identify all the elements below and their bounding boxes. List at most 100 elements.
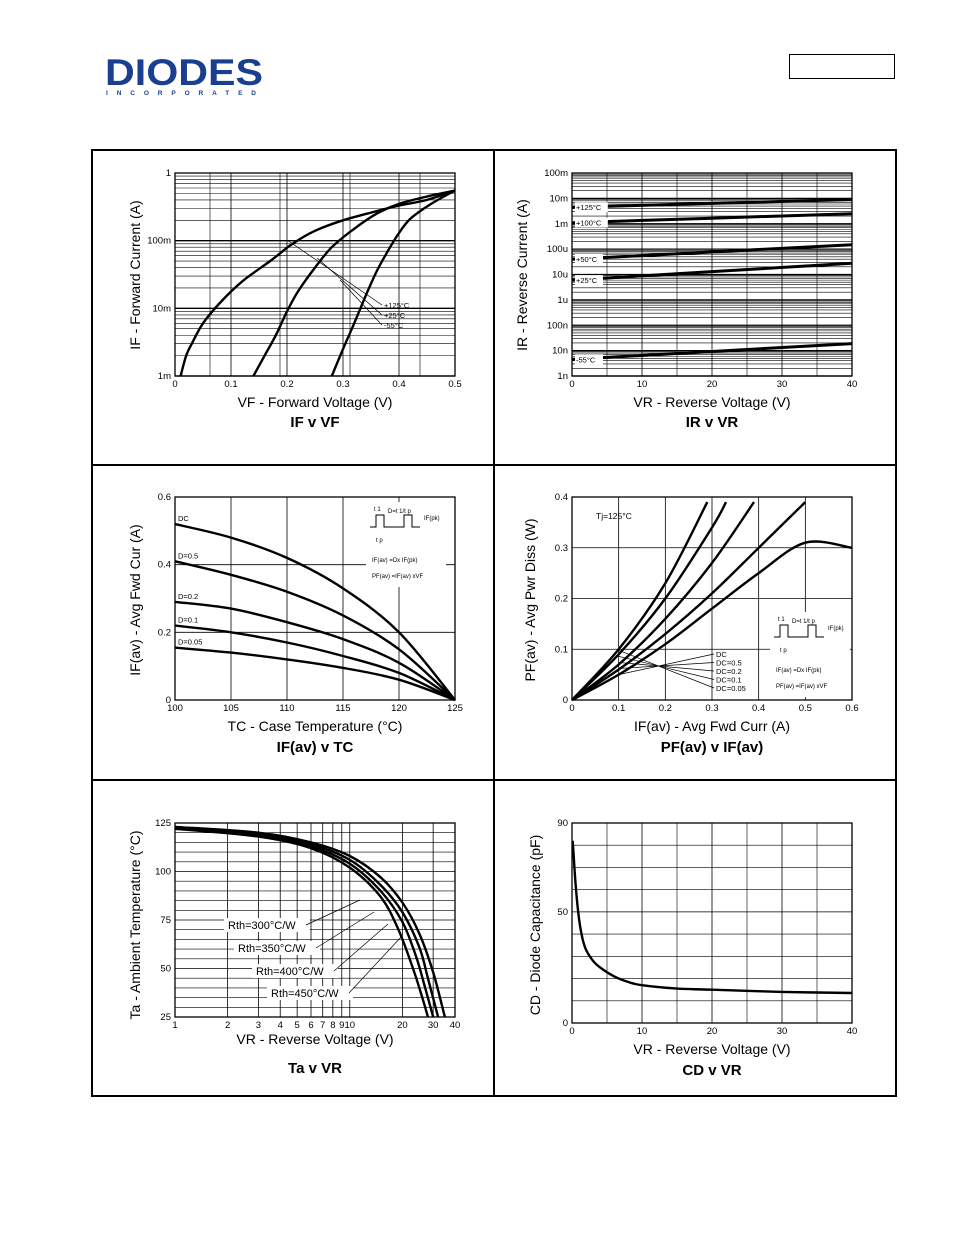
x-tick-label: 0.1 <box>612 703 625 714</box>
leader-line <box>618 649 715 689</box>
series-line-1 <box>571 501 807 702</box>
series-line-3 <box>174 624 456 702</box>
x-axis-title: VR - Reverse Voltage (V) <box>633 1041 790 1057</box>
x-tick-label: 0.6 <box>845 703 858 714</box>
x-tick-label: 9 <box>339 1020 344 1031</box>
y-tick-label: 1u <box>557 295 568 306</box>
series-label: D=0.2 <box>178 592 198 601</box>
chart-caption: IR v VR <box>686 414 739 431</box>
series-line-0 <box>571 840 853 995</box>
series-label: -55°C <box>576 355 596 364</box>
label-bg <box>177 636 210 647</box>
series-label: DC <box>178 514 189 523</box>
series-label: +100°C <box>576 219 602 228</box>
x-tick-label: 20 <box>707 379 718 390</box>
x-tick-label: 0.2 <box>280 379 293 390</box>
series-label: Rth=300°C/W <box>228 920 296 932</box>
leader-line <box>339 279 383 326</box>
series-label: D=0.05 <box>178 638 202 647</box>
x-tick-label: 0.2 <box>659 703 672 714</box>
chart-caption: CD v VR <box>682 1062 741 1079</box>
series-line-2 <box>571 501 755 701</box>
inset-ipk: IF(pk) <box>424 516 440 522</box>
y-tick-label: 0.2 <box>158 627 171 638</box>
inset-d: D=t 1/t p <box>792 619 816 625</box>
series-line-1 <box>252 189 456 377</box>
x-tick-label: 7 <box>320 1020 325 1031</box>
pulse-waveform <box>370 514 420 528</box>
x-tick-label: 0 <box>172 379 177 390</box>
label-bg <box>177 550 205 561</box>
plot-frame <box>571 172 853 377</box>
y-tick-label: 0 <box>563 695 568 706</box>
x-tick-label: 0.3 <box>336 379 349 390</box>
x-tick-label: 40 <box>847 379 858 390</box>
x-tick-label: 0.5 <box>448 379 461 390</box>
x-tick-label: 0 <box>569 379 574 390</box>
series-label: Rth=350°C/W <box>238 943 306 955</box>
x-tick-label: 4 <box>278 1020 283 1031</box>
x-tick-label: 0.5 <box>799 703 812 714</box>
inset-ipk: IF(pk) <box>828 626 844 632</box>
x-axis-title: VF - Forward Voltage (V) <box>238 394 393 410</box>
y-tick-label: 0 <box>563 1018 568 1029</box>
label-bg <box>575 275 603 286</box>
series-label: +25°C <box>384 311 406 320</box>
series-line-4 <box>571 501 709 701</box>
y-axis-title: CD - Diode Capacitance (pF) <box>527 835 543 1016</box>
x-tick-label: 10 <box>637 1026 648 1037</box>
y-tick-label: 50 <box>557 907 568 918</box>
label-bg <box>252 964 338 978</box>
chart-caption: IF(av) v TC <box>277 739 354 756</box>
y-tick-label: 0.4 <box>158 560 171 571</box>
x-tick-label: 0 <box>569 1026 574 1037</box>
y-tick-label: 100u <box>547 244 568 255</box>
x-tick-label: 40 <box>450 1020 461 1031</box>
series-line-2 <box>330 189 456 377</box>
series-label: DC=0.1 <box>716 676 742 685</box>
x-tick-label: 6 <box>308 1020 313 1031</box>
x-tick-label: 10 <box>344 1020 355 1031</box>
y-axis-title: Ta - Ambient Temperature (°C) <box>127 831 143 1020</box>
x-tick-label: 40 <box>847 1026 858 1037</box>
x-tick-label: 5 <box>295 1020 300 1031</box>
series-label: +125°C <box>576 203 602 212</box>
x-tick-label: 20 <box>707 1026 718 1037</box>
series-line-2 <box>174 600 456 701</box>
y-tick-label: 0.4 <box>555 492 568 503</box>
plot-frame <box>174 822 456 1018</box>
x-tick-label: 1 <box>172 1020 177 1031</box>
x-tick-label: 0.3 <box>705 703 718 714</box>
x-tick-label: 3 <box>256 1020 261 1031</box>
label-bg <box>234 941 320 955</box>
x-tick-label: 105 <box>223 703 239 714</box>
inset-t1: t 1 <box>374 507 381 513</box>
label-bg <box>177 590 205 601</box>
label-bg <box>575 217 608 228</box>
series-label: Rth=400°C/W <box>256 966 324 978</box>
x-tick-label: 0.1 <box>224 379 237 390</box>
series-label: DC=0.05 <box>716 684 746 693</box>
leader-line <box>333 923 389 972</box>
y-tick-label: 0.2 <box>555 594 568 605</box>
series-label: D=0.1 <box>178 616 198 625</box>
x-tick-label: 20 <box>397 1020 408 1031</box>
ta_vr-chart: 1 2 3 4 5 6 7 8 9 10 20 30 40 25 50 75 100 125 VR - Revers… <box>127 818 460 1077</box>
x-tick-label: 115 <box>335 703 350 714</box>
label-bg <box>267 986 353 1000</box>
x-tick-label: 100 <box>167 703 183 714</box>
y-tick-label: 50 <box>160 964 171 975</box>
y-tick-label: 0 <box>166 695 171 706</box>
y-tick-label: 10u <box>552 270 568 281</box>
series-label: DC=0.5 <box>716 659 742 668</box>
chart-caption: PF(av) v IF(av) <box>661 739 764 756</box>
y-tick-label: 90 <box>557 818 568 829</box>
x-tick-label: 110 <box>279 703 294 714</box>
label-bg <box>575 354 603 365</box>
series-label: +125°C <box>384 301 410 310</box>
ifav_tc-chart: 100 105 110 115 120 125 0 0.2 0.4 0.6 TC - Case Te… <box>127 492 463 756</box>
series-label: DC <box>716 650 727 659</box>
series-line-0 <box>174 522 456 701</box>
cd_vr-chart: 0 10 20 30 40 0 50 90 VR - Reverse Voltage (V) CD… <box>527 818 857 1079</box>
